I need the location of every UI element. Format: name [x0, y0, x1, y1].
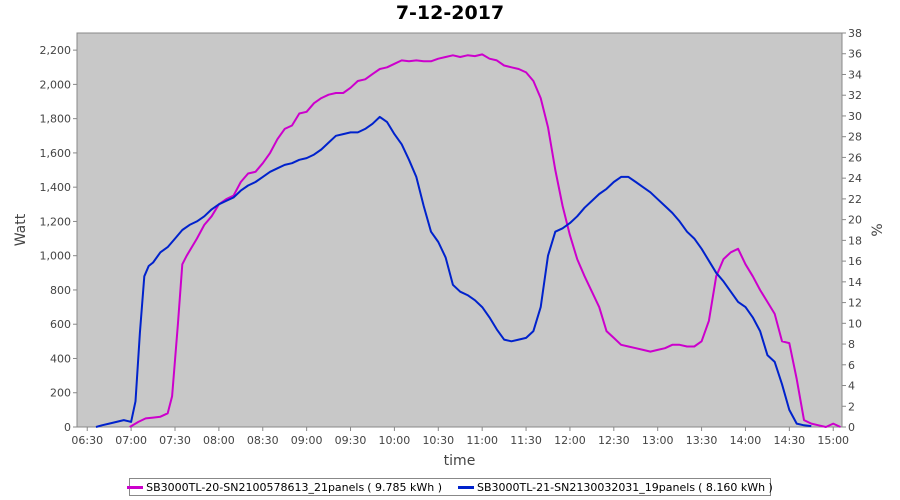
y2-tick-label: 4	[848, 380, 855, 393]
y2-tick-label: 18	[848, 234, 862, 247]
x-tick-label: 09:00	[291, 434, 323, 447]
y-tick-label: 2,200	[40, 44, 72, 57]
x-tick-label: 13:30	[686, 434, 718, 447]
y2-tick-label: 32	[848, 89, 862, 102]
y-tick-label: 400	[50, 352, 71, 365]
y-tick-label: 1,600	[40, 147, 72, 160]
y2-tick-label: 24	[848, 172, 862, 185]
chart-title: 7-12-2017	[395, 2, 505, 24]
legend-label-series-1: SB3000TL-20-SN2100578613_21panels	[146, 480, 365, 494]
series-line-1	[129, 53, 841, 428]
x-tick-label: 12:30	[598, 434, 630, 447]
series-line-2	[95, 115, 812, 428]
x-tick-label: 14:30	[773, 434, 805, 447]
x-tick-label: 13:00	[642, 434, 674, 447]
chart-svg: 02004006008001,0001,2001,4001,6001,8002,…	[13, 27, 886, 469]
x-tick-label: 15:00	[817, 434, 849, 447]
y2-tick-label: 0	[848, 421, 855, 434]
y-axis-label: Watt	[13, 213, 29, 246]
y2-tick-label: 12	[848, 297, 862, 310]
y2-tick-label: 8	[848, 338, 855, 351]
y-tick-label: 2,000	[40, 78, 72, 91]
y-tick-label: 0	[64, 421, 71, 434]
y2-tick-label: 20	[848, 214, 862, 227]
x-tick-label: 11:00	[466, 434, 498, 447]
chart-legend: SB3000TL-20-SN2100578613_21panels ( 9.78…	[127, 478, 773, 496]
y-tick-label: 1,200	[40, 215, 72, 228]
y2-tick-label: 34	[848, 68, 862, 81]
x-tick-label: 07:30	[159, 434, 191, 447]
y2-tick-label: 2	[848, 400, 855, 413]
legend-value-series-2: ( 8.160 kWh )	[698, 480, 773, 494]
y-tick-label: 1,400	[40, 181, 72, 194]
y2-tick-label: 22	[848, 193, 862, 206]
x-tick-label: 10:30	[422, 434, 454, 447]
y-axis-left: 0 200 400 600 800 1,000 1,200 1,400 1,600 1,800 2,…	[40, 44, 77, 434]
legend-item-series-2[interactable]: SB3000TL-21-SN2130032031_19panels ( 8.16…	[458, 481, 773, 494]
legend-item-series-1[interactable]: SB3000TL-20-SN2100578613_21panels ( 9.78…	[127, 481, 442, 494]
y2-tick-label: 26	[848, 151, 862, 164]
legend-label-series-2: SB3000TL-21-SN2130032031_19panels	[477, 480, 696, 494]
y-tick-label: 800	[50, 284, 71, 297]
y-tick-label: 600	[50, 318, 71, 331]
x-tick-label: 11:30	[510, 434, 542, 447]
y2-tick-label: 30	[848, 110, 862, 123]
legend-value-series-1: ( 9.785 kWh )	[367, 480, 442, 494]
y2-tick-label: 16	[848, 255, 862, 268]
legend-swatch-series-2	[458, 485, 474, 489]
y2-tick-label: 38	[848, 27, 862, 40]
x-tick-label: 08:00	[203, 434, 235, 447]
y2-tick-label: 36	[848, 48, 862, 61]
x-tick-label: 06:30	[71, 434, 103, 447]
y2-axis-label: %	[870, 223, 886, 236]
x-tick-label: 08:30	[247, 434, 279, 447]
y2-tick-label: 6	[848, 359, 855, 372]
x-tick-label: 07:00	[115, 434, 147, 447]
y-tick-label: 200	[50, 387, 71, 400]
legend-swatch-series-1	[127, 485, 144, 489]
y-tick-label: 1,800	[40, 113, 72, 126]
x-tick-label: 09:30	[335, 434, 367, 447]
x-tick-label: 12:00	[554, 434, 586, 447]
x-axis-label: time	[444, 453, 476, 469]
y2-tick-label: 10	[848, 317, 862, 330]
y2-tick-label: 28	[848, 131, 862, 144]
plot-area	[76, 32, 843, 428]
y-tick-label: 1,000	[40, 250, 72, 263]
series-lines	[95, 53, 841, 428]
x-axis: 06:30 07:00 07:30 08:00 08:30 09:00 09:30 10:00…	[71, 427, 849, 447]
y2-tick-label: 14	[848, 276, 862, 289]
x-tick-label: 14:00	[730, 434, 762, 447]
x-tick-label: 10:00	[379, 434, 411, 447]
